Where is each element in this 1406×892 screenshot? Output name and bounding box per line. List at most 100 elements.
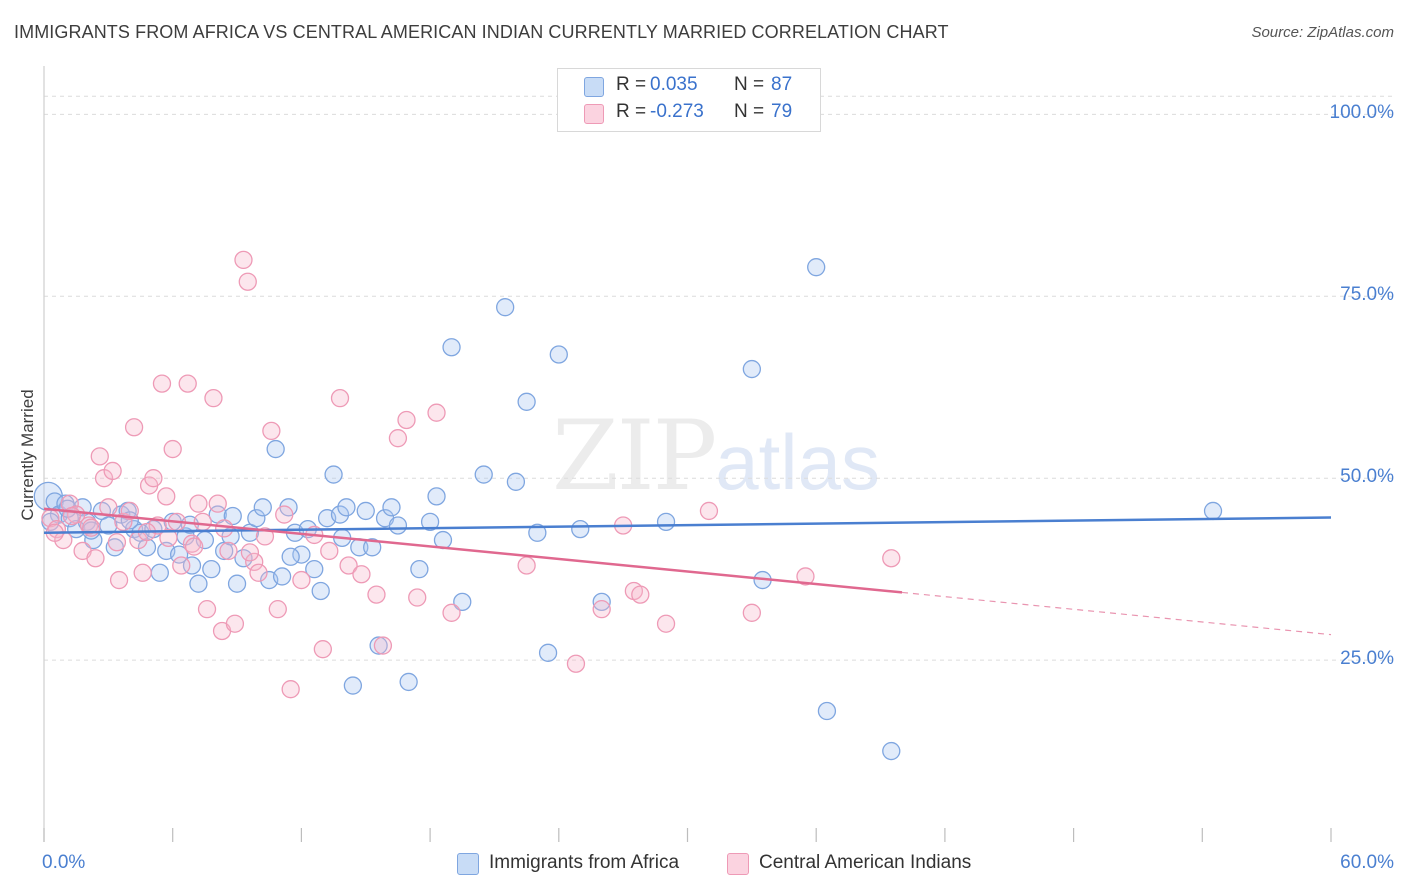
trendline-central-american-projection	[901, 591, 1332, 636]
point-africa	[420, 512, 440, 531]
point-africa	[369, 636, 388, 655]
y-tick-label: 75.0%	[1340, 284, 1394, 306]
stats-r-value: -0.273	[650, 101, 704, 122]
point-central-american	[592, 600, 611, 619]
x-tick-label-max: 60.0%	[1340, 852, 1394, 873]
point-africa	[538, 643, 558, 662]
point-africa	[382, 498, 401, 517]
point-central-american	[566, 654, 586, 673]
point-africa	[311, 581, 330, 601]
point-africa	[343, 676, 363, 695]
chart-title: IMMIGRANTS FROM AFRICA VS CENTRAL AMERIC…	[14, 22, 949, 42]
point-africa	[549, 345, 568, 364]
point-central-american	[82, 518, 101, 537]
point-central-american	[373, 636, 393, 655]
legend-label-africa: Immigrants from Africa	[489, 852, 680, 873]
point-central-american	[133, 563, 152, 582]
legend-label-central-american: Central American Indians	[759, 852, 972, 873]
point-central-american	[388, 429, 408, 448]
stats-swatch-africa	[584, 77, 604, 97]
point-africa	[528, 523, 547, 542]
point-central-american	[275, 505, 294, 524]
point-africa	[882, 741, 901, 761]
point-africa	[266, 439, 285, 459]
point-africa	[388, 516, 408, 535]
point-central-american	[225, 614, 245, 633]
stats-n-label: N =	[734, 101, 765, 122]
point-central-american	[238, 272, 257, 291]
point-central-american	[367, 585, 386, 604]
point-central-american	[320, 541, 339, 561]
point-central-american	[163, 439, 182, 459]
point-central-american	[517, 556, 536, 575]
point-africa	[592, 592, 611, 612]
point-africa	[202, 559, 221, 579]
point-africa	[517, 392, 536, 411]
point-central-american	[240, 543, 260, 562]
point-africa	[427, 487, 446, 506]
point-africa	[474, 465, 493, 484]
y-axis-label: Currently Married	[18, 389, 37, 521]
point-africa	[247, 509, 266, 528]
stats-r-value: 0.035	[650, 74, 698, 95]
point-central-american	[178, 374, 197, 393]
point-central-american	[152, 374, 172, 393]
point-central-american	[184, 537, 204, 556]
point-central-american	[427, 403, 446, 422]
point-central-american	[631, 585, 650, 604]
point-africa	[305, 559, 324, 579]
point-africa	[150, 563, 169, 582]
point-central-american	[408, 588, 427, 607]
stats-row-central-american: R = -0.273 N = 79	[558, 101, 820, 127]
stats-n-label: N =	[734, 74, 765, 95]
point-africa	[281, 547, 300, 566]
source-credit[interactable]: Source: ZipAtlas.com	[1251, 24, 1394, 41]
point-africa	[363, 538, 382, 557]
point-africa	[496, 298, 515, 317]
watermark-atlas: atlas	[715, 418, 880, 506]
y-tick-label: 100.0%	[1329, 102, 1394, 124]
point-africa	[817, 701, 837, 721]
legend-swatch-central-american	[727, 853, 749, 875]
point-central-american	[107, 533, 127, 552]
stats-row-africa: R = 0.035 N = 87	[558, 74, 820, 100]
trendline-central-american	[43, 507, 903, 594]
point-central-american	[124, 418, 144, 437]
point-central-american	[292, 570, 311, 590]
point-africa	[169, 545, 189, 564]
point-africa	[182, 556, 202, 575]
point-central-american	[120, 501, 139, 521]
point-africa	[742, 359, 761, 379]
point-central-american	[352, 565, 371, 584]
point-africa	[656, 512, 676, 531]
watermark: ZIPatlas	[552, 400, 880, 512]
point-central-american	[442, 603, 461, 622]
point-central-american	[262, 421, 281, 441]
point-africa	[453, 592, 472, 612]
point-central-american	[197, 600, 217, 619]
stats-r-label: R =	[616, 101, 647, 122]
y-tick-label: 50.0%	[1340, 466, 1394, 488]
point-central-american	[249, 563, 268, 582]
point-africa	[410, 559, 429, 579]
point-central-american	[182, 534, 202, 553]
point-central-american	[208, 494, 227, 513]
point-central-american	[215, 519, 234, 538]
stats-n-value: 79	[771, 101, 793, 122]
point-africa	[223, 506, 242, 526]
point-africa	[356, 501, 375, 521]
stats-box: R = 0.035 N = 87 R = -0.273 N = 79	[557, 68, 821, 132]
point-central-american	[157, 487, 176, 506]
point-central-american	[268, 600, 287, 619]
point-central-american	[313, 640, 333, 659]
point-central-american	[159, 528, 178, 548]
point-central-american	[144, 469, 163, 488]
point-africa	[324, 465, 343, 484]
point-central-american	[742, 603, 761, 622]
point-africa	[1203, 501, 1223, 521]
watermark-zip: ZIP	[552, 400, 717, 512]
point-central-american	[86, 549, 105, 568]
point-central-american	[172, 556, 191, 575]
point-central-american	[339, 556, 358, 575]
